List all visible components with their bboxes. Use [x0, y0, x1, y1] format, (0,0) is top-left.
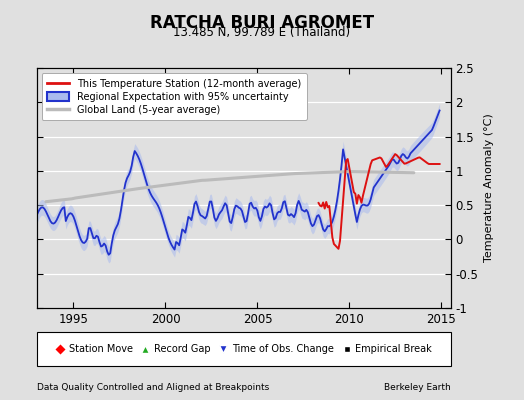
Text: RATCHA BURI AGROMET: RATCHA BURI AGROMET	[150, 14, 374, 32]
Legend: This Temperature Station (12-month average), Regional Expectation with 95% uncer: This Temperature Station (12-month avera…	[41, 73, 307, 120]
Text: Berkeley Earth: Berkeley Earth	[384, 383, 451, 392]
Y-axis label: Temperature Anomaly (°C): Temperature Anomaly (°C)	[484, 114, 494, 262]
Text: Data Quality Controlled and Aligned at Breakpoints: Data Quality Controlled and Aligned at B…	[37, 383, 269, 392]
FancyBboxPatch shape	[37, 332, 451, 366]
Text: 13.485 N, 99.789 E (Thailand): 13.485 N, 99.789 E (Thailand)	[173, 26, 351, 39]
Legend: Station Move, Record Gap, Time of Obs. Change, Empirical Break: Station Move, Record Gap, Time of Obs. C…	[52, 341, 435, 357]
